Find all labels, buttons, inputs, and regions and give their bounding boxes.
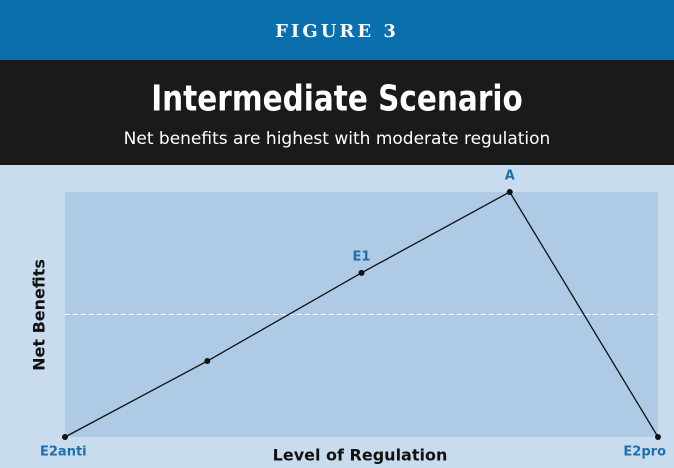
figure-label: FIGURE 3: [275, 21, 399, 42]
point: [506, 189, 513, 195]
x-axis-label: Level of Regulation: [273, 446, 448, 465]
chart-title: Intermediate Scenario: [151, 76, 523, 119]
chart-subtitle: Net benefits are highest with moderate r…: [124, 129, 551, 149]
point: [62, 434, 68, 440]
y-axis-label: Net Benefits: [30, 259, 49, 371]
point-label: A: [505, 169, 515, 184]
point: [358, 269, 365, 276]
point: [204, 358, 211, 365]
point-label: E2anti: [40, 445, 87, 460]
point-label: E2pro: [623, 445, 666, 460]
header-bar: [0, 0, 674, 60]
point: [655, 434, 661, 440]
title-band: [0, 60, 674, 165]
point-label: E1: [353, 249, 371, 264]
